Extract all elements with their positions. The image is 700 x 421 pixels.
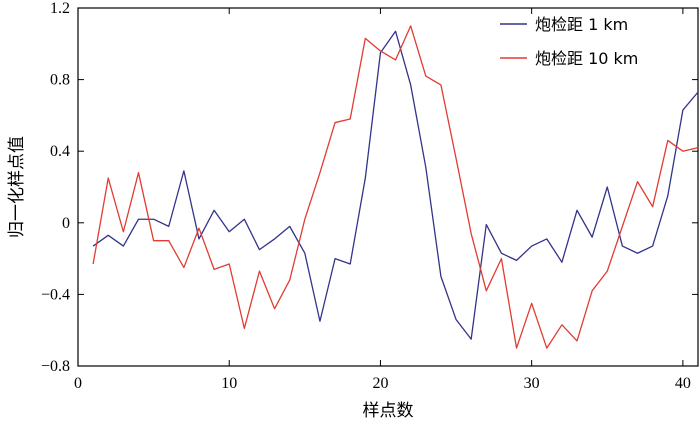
x-axis-title: 样点数: [363, 401, 414, 421]
y-tick-label: 0.4: [50, 143, 70, 160]
x-tick-label: 10: [221, 375, 237, 392]
series-line-1: [92, 30, 699, 340]
x-tick-label: 30: [524, 375, 540, 392]
series-layer: [92, 25, 699, 349]
y-tick-label: −0.8: [41, 358, 70, 375]
legend: 炮检距 1 km 炮检距 10 km: [500, 15, 638, 68]
legend-label-series-2: 炮检距 10 km: [535, 49, 638, 68]
y-axis: −0.8 −0.4 0 0.4 0.8 1.2: [41, 0, 698, 375]
y-tick-label: 0.8: [50, 72, 70, 89]
x-axis: 0 10 20 30 40: [74, 8, 691, 392]
y-tick-label: 1.2: [50, 0, 70, 17]
x-tick-label: 0: [74, 375, 82, 392]
y-axis-title: 归一化样点值: [7, 136, 27, 238]
x-tick-label: 20: [372, 375, 388, 392]
x-tick-label: 40: [675, 375, 691, 392]
series-line-2: [92, 25, 699, 349]
y-tick-label: 0: [62, 215, 70, 232]
plot-frame: [77, 7, 699, 367]
legend-label-series-1: 炮检距 1 km: [535, 15, 628, 34]
y-tick-label: −0.4: [41, 286, 70, 303]
